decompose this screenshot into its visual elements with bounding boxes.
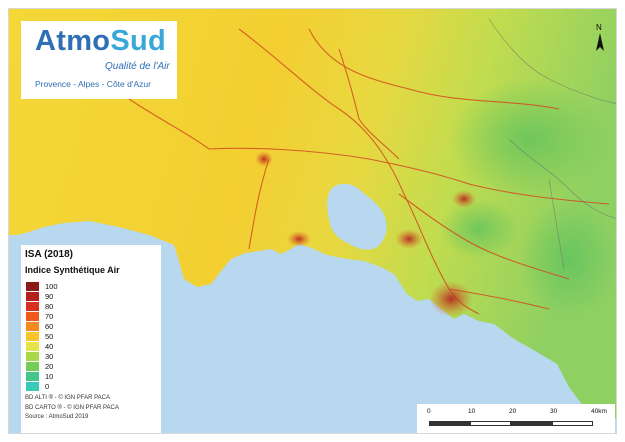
logo-part-sud: Sud [110,25,166,57]
legend-row: 0 [26,382,58,392]
hotspot-arles [255,151,273,167]
legend-swatch [26,281,39,291]
scale-tick: 10 [468,408,476,415]
road-network [128,28,610,315]
legend-swatch [26,311,39,321]
scale-segment [511,421,552,426]
logo-part-atmo: Atmo [35,25,111,57]
legend-row: 40 [26,342,58,352]
legend-row: 60 [26,321,58,331]
legend-label: 20 [45,362,54,372]
legend-label: 80 [45,301,54,311]
legend-row: 70 [26,311,58,321]
hotspot-marseille [429,281,473,317]
logo-wordmark: AtmoSud [35,25,166,58]
legend-row: 80 [26,301,58,311]
legend-swatch [26,331,39,341]
atmosud-logo: AtmoSud Qualité de l'Air Provence - Alpe… [21,21,177,99]
administrative-borders [488,18,616,270]
scale-tick: 0 [427,408,431,415]
legend-subtitle: Indice Synthétique Air [25,265,120,275]
legend-label: 90 [45,291,54,301]
logo-region: Provence - Alpes - Côte d'Azur [35,79,151,89]
green-massif [439,199,519,259]
legend-label: 70 [45,311,54,321]
legend-row: 50 [26,331,58,341]
legend-items: 100 90 80 70 60 50 40 30 20 10 0 [26,281,58,392]
credit-line: Source : AtmoSud 2019 [25,414,89,420]
hotspot-aix [452,190,476,208]
legend-row: 100 [26,281,58,291]
hotspot-fos [287,231,311,247]
scale-tick: 20 [509,408,517,415]
legend-label: 60 [45,321,54,331]
legend-label: 40 [45,342,54,352]
legend-title: ISA (2018) [25,249,73,260]
legend-label: 100 [45,281,58,291]
scale-tick: 40km [591,408,607,415]
legend-label: 10 [45,372,54,382]
legend-swatch [26,362,39,372]
scale-tick: 30 [550,408,558,415]
legend-label: 30 [45,352,54,362]
credit-line: BD CARTO ® - © IGN PFAR PACA [25,404,119,411]
legend-swatch [26,352,39,362]
scale-segment [470,421,511,426]
legend-swatch [26,291,39,301]
map-legend: ISA (2018) Indice Synthétique Air 100 90 8… [21,245,161,433]
north-arrow-icon [596,33,604,51]
legend-swatch [26,342,39,352]
scale-ticks: 0 10 20 30 40km [427,408,607,420]
scale-bar: 0 10 20 30 40km [417,404,615,433]
legend-credits: BD ALTI ® - © IGN PFAR PACA BD CARTO ® -… [25,394,119,423]
legend-swatch [26,382,39,392]
green-hills-south [519,199,616,319]
legend-row: 20 [26,362,58,372]
legend-swatch [26,321,39,331]
legend-row: 90 [26,291,58,301]
north-letter: N [596,23,602,32]
lagoon [327,183,387,250]
credit-line: BD ALTI ® - © IGN PFAR PACA [25,395,110,401]
scale-segment [429,421,470,426]
map-frame[interactable]: AtmoSud Qualité de l'Air Provence - Alpe… [8,8,617,434]
legend-swatch [26,301,39,311]
legend-swatch [26,372,39,382]
legend-label: 0 [45,382,50,392]
legend-row: 10 [26,372,58,382]
green-hills-east [449,79,609,199]
scale-bar-segments [429,421,593,426]
legend-row: 30 [26,352,58,362]
scale-segment [552,421,593,426]
hotspot-vitrolles [395,229,423,249]
legend-label: 50 [45,331,54,341]
logo-tagline: Qualité de l'Air [105,61,170,72]
